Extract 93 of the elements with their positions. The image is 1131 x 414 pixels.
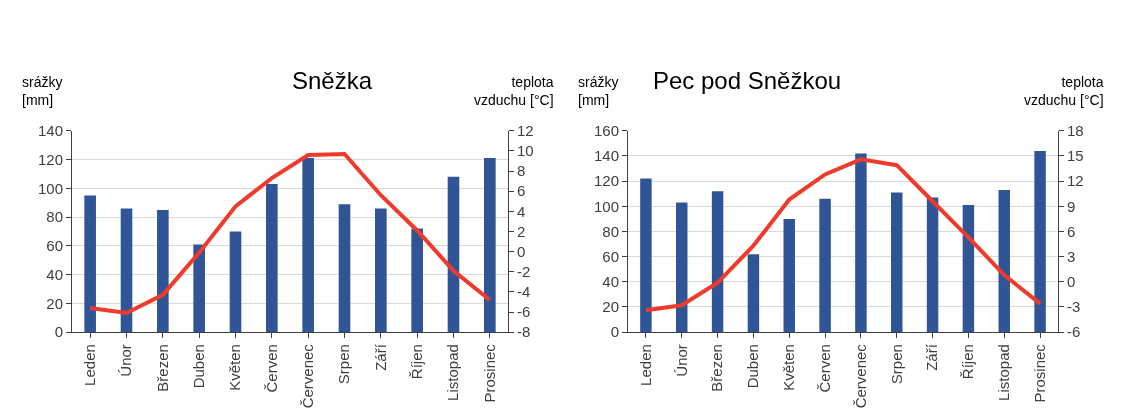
bar: [962, 205, 975, 333]
x-tick-label: Prosinec: [480, 343, 498, 403]
x-tick-label: Srpen: [335, 344, 353, 385]
x-tick-label: Leden: [636, 344, 654, 386]
x-tick-label: Únor: [672, 344, 690, 377]
x-tick-label: Duben: [744, 344, 762, 389]
x-tick-label: Červenec: [851, 343, 869, 409]
x-tick-label: Září: [923, 343, 941, 371]
bar: [783, 218, 795, 333]
bar: [676, 202, 688, 333]
bar: [375, 208, 387, 333]
x-tick-label: Listopad: [995, 344, 1013, 401]
bar: [120, 208, 133, 333]
y2-tick-label: 18: [1067, 122, 1084, 140]
y-tick-label: 100: [593, 197, 619, 215]
y2-tick-label: -3: [1067, 298, 1081, 316]
y2-tick-label: 4: [517, 202, 526, 220]
y2-tick-label: -6: [517, 303, 531, 321]
y-tick-label: 80: [46, 208, 63, 226]
bar: [157, 209, 169, 333]
x-tick-label: Červen: [815, 344, 833, 393]
x-tick-label: Červen: [262, 344, 280, 393]
x-tick-label: Březen: [153, 344, 171, 392]
y2-tick-label: 9: [1067, 197, 1076, 215]
y-axis-title: srážky [mm]: [22, 74, 63, 109]
y2-tick-label: 3: [1067, 247, 1076, 265]
bar: [711, 191, 724, 333]
y-tick-label: 0: [610, 323, 619, 341]
bar: [926, 197, 939, 333]
y2-tick-label: 0: [517, 242, 526, 260]
y-tick-label: 160: [593, 122, 619, 140]
x-tick-label: Září: [371, 343, 389, 371]
x-tick-label: Květen: [226, 344, 244, 391]
y-tick-label: 140: [593, 147, 619, 165]
y-tick-label: 20: [602, 298, 619, 316]
y-tick-label: 140: [37, 122, 63, 140]
chart-title: Pec pod Sněžkou: [653, 67, 842, 94]
y2-tick-label: 15: [1067, 147, 1084, 165]
y-tick-label: 0: [54, 323, 63, 341]
y2-axis-title: teplota vzduchu [°C]: [1024, 74, 1104, 109]
line-series: [88, 151, 492, 316]
x-tick-label: Říjen: [959, 344, 977, 380]
y-tick-label: 100: [37, 179, 63, 197]
y2-axis-title: teplota vzduchu [°C]: [474, 74, 554, 109]
bar: [84, 195, 96, 333]
y2-tick-label: -4: [517, 283, 531, 301]
bar: [1034, 150, 1046, 333]
y-tick-label: 120: [593, 172, 619, 190]
bar: [998, 189, 1010, 333]
x-tick-label: Leden: [81, 344, 99, 386]
y2-tick-label: 10: [517, 142, 534, 160]
x-tick-label: Březen: [708, 344, 726, 392]
y2-tick-label: 0: [1067, 273, 1076, 291]
x-tick-label: Srpen: [887, 344, 905, 385]
bar: [193, 244, 205, 333]
bar: [855, 153, 867, 333]
y2-tick-label: -6: [1067, 323, 1081, 341]
y2-tick-label: -2: [517, 263, 531, 280]
y-tick-label: 60: [46, 237, 63, 255]
y2-tick-label: -8: [517, 323, 531, 341]
bar: [302, 158, 314, 333]
bar: [747, 254, 760, 333]
x-tick-label: Říjen: [408, 344, 426, 380]
bar: [447, 176, 460, 333]
y2-tick-label: 8: [517, 162, 526, 180]
y2-tick-label: 12: [517, 122, 534, 140]
y-tick-label: 120: [37, 150, 63, 168]
bar: [411, 228, 423, 333]
y2-tick-label: 6: [1067, 222, 1076, 240]
bar: [338, 204, 351, 333]
y-axis-title: srážky [mm]: [578, 74, 619, 109]
chart-title: Sněžka: [292, 67, 373, 94]
y-tick-label: 40: [602, 273, 619, 291]
bar: [484, 158, 496, 333]
bar: [266, 184, 278, 333]
x-tick-label: Listopad: [444, 344, 462, 401]
line-series: [643, 157, 1043, 313]
y-tick-label: 40: [46, 265, 63, 283]
y2-tick-label: 2: [517, 222, 526, 240]
bar: [229, 231, 242, 333]
x-tick-label: Červenec: [299, 343, 317, 409]
y-tick-label: 80: [602, 222, 619, 240]
bar: [640, 178, 652, 333]
y-tick-label: 20: [46, 294, 63, 312]
bar: [819, 198, 831, 333]
y2-tick-label: 12: [1067, 172, 1084, 190]
x-tick-label: Prosinec: [1030, 343, 1048, 403]
x-tick-label: Únor: [117, 344, 135, 377]
x-tick-label: Květen: [780, 344, 798, 391]
bar: [891, 192, 903, 333]
x-tick-label: Duben: [190, 344, 208, 389]
y-tick-label: 60: [602, 247, 619, 265]
y2-tick-label: 6: [517, 182, 526, 200]
